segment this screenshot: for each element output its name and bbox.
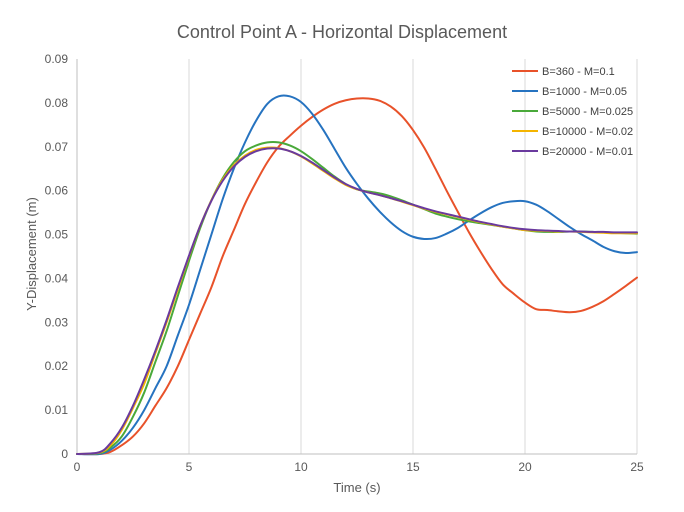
series-line-4 <box>76 146 638 455</box>
grid-lines <box>188 59 638 454</box>
legend-label: B=10000 - M=0.02 <box>542 126 633 138</box>
x-tick-label: 0 <box>74 460 81 474</box>
x-tick-label: 15 <box>406 460 420 474</box>
legend-label: B=5000 - M=0.025 <box>542 106 633 118</box>
y-tick-label: 0.09 <box>45 52 69 66</box>
x-tick-label: 25 <box>630 460 644 474</box>
y-tick-label: 0.03 <box>45 315 69 329</box>
y-tick-label: 0.04 <box>45 271 69 285</box>
y-tick-label: 0.02 <box>45 359 69 373</box>
series-lines <box>76 94 638 456</box>
x-axis-label: Time (s) <box>333 480 380 495</box>
series-line-5 <box>76 147 638 455</box>
y-tick-label: 0.01 <box>45 403 69 417</box>
legend-label: B=360 - M=0.1 <box>542 66 615 78</box>
x-tick-label: 10 <box>294 460 308 474</box>
axes: 0 5 10 15 20 25 0 0.01 0.02 0.03 0.04 0.05 0.06 0.07 0… <box>45 52 644 474</box>
y-tick-label: 0.08 <box>45 96 69 110</box>
y-tick-label: 0.06 <box>45 184 69 198</box>
y-tick-label: 0 <box>61 447 68 461</box>
chart-title: Control Point A - Horizontal Displacemen… <box>176 22 508 42</box>
legend: B=360 - M=0.1 B=1000 - M=0.05 B=5000 - M=0… <box>512 66 633 158</box>
y-tick-label: 0.05 <box>45 228 69 242</box>
y-tick-label: 0.07 <box>45 140 69 154</box>
series-line-1 <box>76 97 638 456</box>
legend-label: B=1000 - M=0.05 <box>542 86 627 98</box>
legend-label: B=20000 - M=0.01 <box>542 146 633 158</box>
x-tick-label: 20 <box>518 460 532 474</box>
x-tick-label: 5 <box>186 460 193 474</box>
y-axis-label: Y-Displacement (m) <box>24 197 39 311</box>
